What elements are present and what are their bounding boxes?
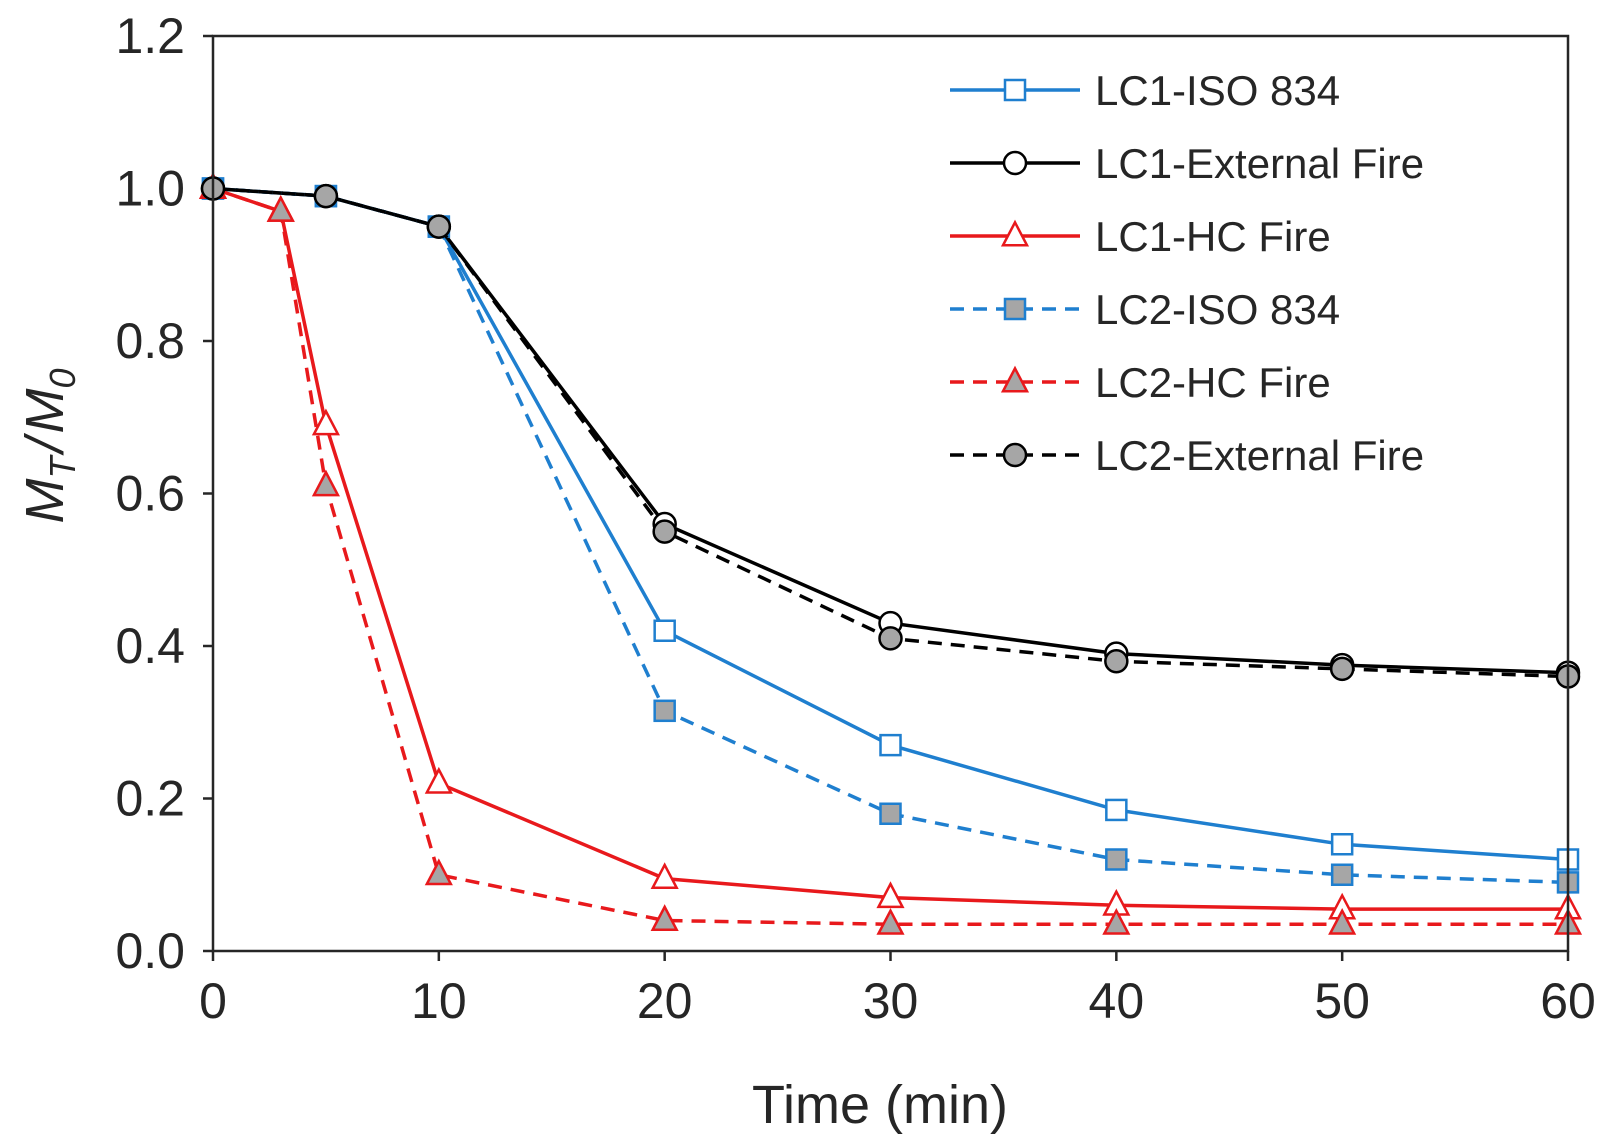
data-point xyxy=(878,626,903,651)
series-lc2-iso-834 xyxy=(201,177,1580,894)
y-tick-label: 1.0 xyxy=(115,161,185,217)
legend-label: LC2-External Fire xyxy=(1095,432,1424,479)
ticks-layer: 0 10 20 30 40 50 60 0.0 0.2 0.4 0.6 0.8 1.0 1.2 xyxy=(115,8,1595,1029)
legend: LC1-ISO 834 LC1-External Fire LC1-HC Fire L… xyxy=(950,67,1424,479)
y-tick-label: 0.4 xyxy=(115,618,185,674)
data-point xyxy=(266,195,295,222)
x-tick-label: 60 xyxy=(1540,973,1596,1029)
y-tick-label: 0.6 xyxy=(115,466,185,522)
legend-item: LC2-External Fire xyxy=(950,432,1424,479)
data-point xyxy=(876,881,905,909)
y-tick-label: 1.2 xyxy=(115,8,185,64)
legend-marker xyxy=(1000,365,1030,393)
series-line xyxy=(212,186,1568,927)
series-line xyxy=(212,186,1569,675)
x-tick-label: 40 xyxy=(1089,973,1145,1029)
data-point xyxy=(313,183,339,209)
data-point xyxy=(653,699,676,723)
series-lc2-hc-fire xyxy=(198,172,1583,935)
legend-label: LC2-ISO 834 xyxy=(1095,286,1340,333)
data-point xyxy=(1330,863,1354,886)
series-lc1-external-fire xyxy=(200,176,1581,685)
data-point xyxy=(653,619,676,642)
legend-marker xyxy=(1002,442,1028,468)
series-line xyxy=(212,186,1569,862)
legend-label: LC1-ISO 834 xyxy=(1095,67,1340,114)
data-point xyxy=(424,858,453,886)
data-point xyxy=(1330,833,1354,856)
x-tick-label: 30 xyxy=(863,973,919,1029)
data-point xyxy=(1329,656,1355,682)
legend-item: LC1-ISO 834 xyxy=(950,67,1340,114)
data-point xyxy=(879,733,902,757)
legend-label: LC1-External Fire xyxy=(1095,140,1424,187)
x-tick-label: 0 xyxy=(199,973,227,1029)
x-tick-label: 10 xyxy=(411,973,467,1029)
series-layer xyxy=(198,172,1583,935)
legend-item: LC1-External Fire xyxy=(950,140,1424,187)
y-tick-label: 0.8 xyxy=(115,313,185,369)
x-tick-label: 20 xyxy=(637,973,693,1029)
data-point xyxy=(424,766,453,794)
legend-item: LC2-HC Fire xyxy=(950,359,1331,406)
data-point xyxy=(1105,848,1128,871)
legend-marker xyxy=(1002,150,1028,176)
y-axis-title: MT/M0 xyxy=(15,368,83,523)
data-point xyxy=(1105,798,1128,822)
legend-item: LC1-HC Fire xyxy=(950,213,1331,260)
data-point xyxy=(426,214,452,239)
data-point xyxy=(879,802,902,825)
series-line xyxy=(212,186,1569,885)
legend-marker xyxy=(1003,78,1027,102)
legend-marker xyxy=(1000,219,1030,247)
legend-item: LC2-ISO 834 xyxy=(950,286,1340,333)
data-point xyxy=(311,408,340,436)
data-point xyxy=(652,519,677,544)
y-tick-label: 0.2 xyxy=(115,771,185,827)
data-point xyxy=(650,904,679,931)
x-tick-label: 50 xyxy=(1314,973,1370,1029)
series-line xyxy=(212,186,1569,679)
data-point xyxy=(650,862,679,890)
x-axis-title: Time (min) xyxy=(752,1075,1008,1135)
data-point xyxy=(876,907,905,935)
series-lc1-iso-834 xyxy=(201,177,1580,871)
data-point xyxy=(311,469,340,497)
legend-label: LC1-HC Fire xyxy=(1095,213,1331,260)
data-point xyxy=(1102,907,1131,935)
plot-frame xyxy=(211,34,1570,953)
legend-marker xyxy=(1003,297,1027,321)
data-point xyxy=(1328,907,1357,935)
legend-label: LC2-HC Fire xyxy=(1095,359,1331,406)
y-tick-label: 0.0 xyxy=(115,923,185,979)
data-point xyxy=(1104,649,1129,674)
